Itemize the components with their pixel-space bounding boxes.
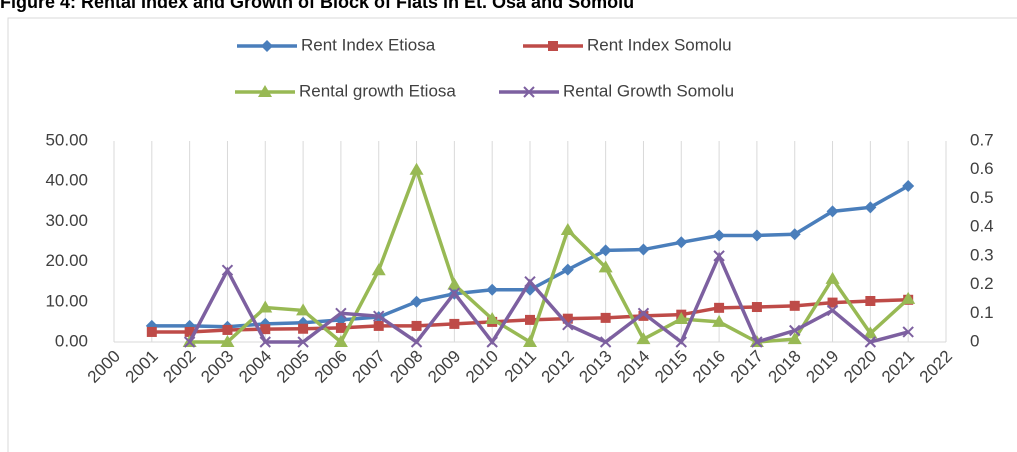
marker (523, 86, 535, 98)
marker (410, 336, 423, 348)
marker (789, 324, 801, 337)
marker (486, 283, 499, 296)
marker (297, 336, 309, 348)
marker (864, 201, 877, 214)
marker (902, 326, 914, 338)
marker (258, 85, 272, 97)
marker (335, 307, 347, 319)
series-line (188, 251, 909, 346)
marker (561, 263, 574, 276)
marker (712, 314, 727, 327)
y-tick-label: 10.00 (45, 291, 88, 310)
marker (562, 319, 574, 331)
marker (447, 277, 462, 290)
marker (902, 180, 915, 193)
y2-tick-label: 0.2 (970, 274, 994, 293)
marker (548, 41, 558, 51)
y-tick-label: 20.00 (45, 251, 88, 270)
marker (865, 295, 876, 306)
marker (259, 336, 271, 348)
marker (411, 320, 422, 331)
marker (525, 314, 535, 325)
marker (787, 332, 802, 345)
marker (146, 326, 157, 337)
marker (222, 324, 233, 335)
y2-tick-label: 0 (970, 331, 979, 350)
legend-label: Rent Index Etiosa (301, 35, 436, 54)
marker (560, 223, 575, 236)
marker (523, 335, 537, 347)
y-tick-label: 30.00 (45, 211, 88, 230)
marker (826, 304, 839, 317)
marker (863, 326, 878, 339)
marker (409, 162, 424, 175)
marker (675, 236, 688, 249)
chart-border (7, 17, 1017, 452)
marker (751, 302, 762, 313)
marker (637, 243, 650, 256)
marker (901, 291, 916, 304)
marker (713, 229, 726, 242)
marker (750, 229, 763, 242)
marker (371, 263, 386, 276)
marker (258, 300, 273, 313)
marker (600, 312, 611, 323)
marker (713, 250, 725, 262)
y2-tick-label: 0.1 (970, 303, 994, 322)
marker (599, 336, 612, 348)
y-tick-label: 50.00 (45, 130, 88, 149)
marker (373, 310, 385, 322)
legend-item: Rent Index Etiosa (237, 35, 436, 54)
legend-item: Rental growth Etiosa (235, 81, 456, 100)
marker (864, 336, 877, 348)
marker (448, 287, 461, 299)
marker (826, 205, 839, 218)
marker (599, 244, 612, 257)
marker (636, 332, 651, 345)
marker (825, 271, 840, 284)
marker (638, 310, 649, 321)
marker (260, 324, 271, 335)
marker (333, 335, 348, 347)
marker (485, 312, 500, 325)
legend-label: Rental Growth Somolu (563, 81, 734, 100)
marker (261, 40, 273, 52)
legend-label: Rental growth Etiosa (299, 81, 456, 100)
y2-tick-label: 0.5 (970, 188, 994, 207)
marker (827, 297, 838, 308)
marker (486, 336, 498, 348)
marker (714, 302, 725, 313)
marker (220, 335, 235, 347)
marker (184, 326, 195, 337)
legend-item: Rent Index Somolu (523, 35, 732, 54)
marker (373, 320, 384, 331)
marker (751, 336, 763, 348)
y2-tick-label: 0.3 (970, 245, 994, 264)
marker (674, 312, 689, 325)
marker (598, 260, 613, 273)
marker (789, 300, 800, 311)
marker (449, 318, 460, 329)
chart-title: Figure 4: Rental Index and Growth of Blo… (0, 0, 634, 12)
marker (562, 313, 573, 324)
legend-label: Rent Index Somolu (587, 35, 732, 54)
marker (788, 228, 801, 241)
marker (298, 323, 309, 334)
y-tick-label: 0.00 (55, 331, 88, 350)
marker (183, 336, 196, 348)
marker (335, 322, 346, 333)
marker (637, 307, 650, 319)
marker (675, 336, 687, 348)
series-line (189, 164, 910, 345)
marker (221, 264, 234, 276)
y2-tick-label: 0.4 (970, 217, 994, 236)
marker (410, 295, 423, 308)
marker (524, 275, 536, 288)
y2-tick-label: 0.7 (970, 130, 994, 149)
legend-item: Rental Growth Somolu (499, 81, 734, 100)
y2-tick-label: 0.6 (970, 159, 994, 178)
y-tick-label: 40.00 (45, 171, 88, 190)
marker (296, 303, 311, 316)
